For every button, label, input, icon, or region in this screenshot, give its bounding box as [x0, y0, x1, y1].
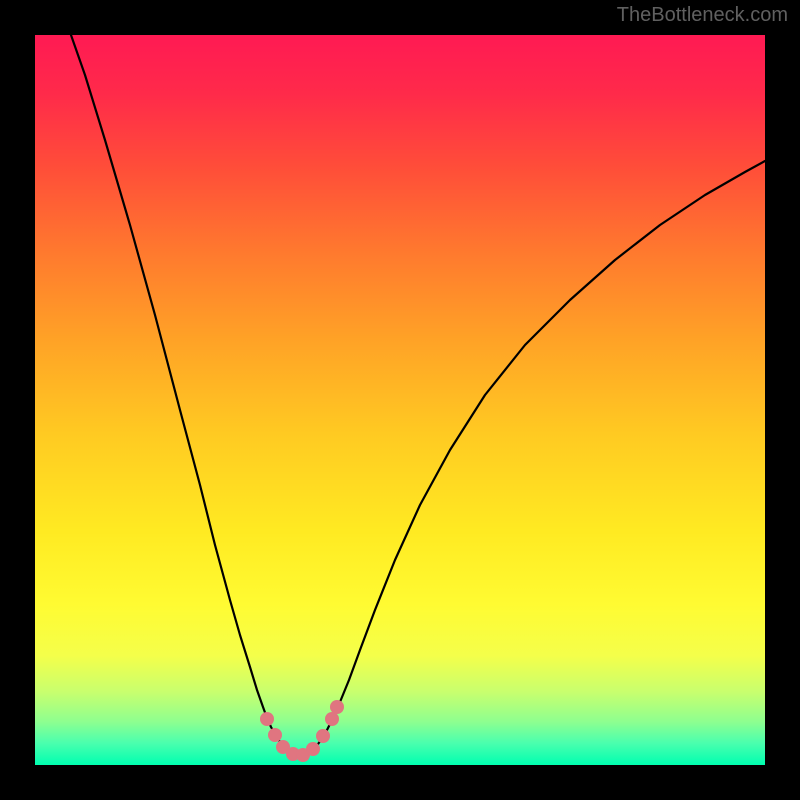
watermark-label: TheBottleneck.com	[617, 4, 788, 27]
curve-marker	[330, 700, 344, 714]
plot-area	[35, 35, 765, 765]
curve-marker	[268, 728, 282, 742]
gradient-background	[35, 35, 765, 765]
curve-marker	[316, 729, 330, 743]
curve-marker	[325, 712, 339, 726]
curve-marker	[306, 742, 320, 756]
chart-svg	[35, 35, 765, 765]
curve-marker	[260, 712, 274, 726]
